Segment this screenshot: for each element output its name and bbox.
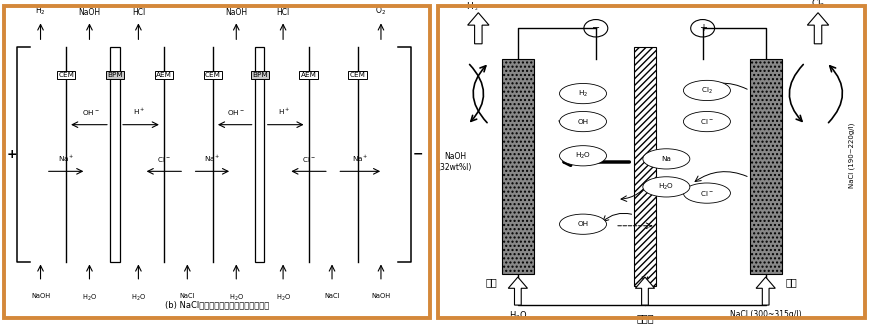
Ellipse shape bbox=[643, 177, 690, 197]
Ellipse shape bbox=[560, 84, 607, 104]
Text: Cl$^-$: Cl$^-$ bbox=[700, 189, 714, 198]
Text: NaOH: NaOH bbox=[78, 8, 100, 17]
Text: AEM: AEM bbox=[301, 72, 317, 78]
Text: NaOH: NaOH bbox=[31, 293, 50, 299]
Text: Cl$_2$: Cl$_2$ bbox=[811, 0, 825, 10]
Bar bbox=[750, 59, 781, 274]
Text: H$_2$O: H$_2$O bbox=[228, 293, 244, 303]
Text: $_2$: $_2$ bbox=[474, 6, 479, 13]
Text: H$_2$: H$_2$ bbox=[35, 5, 46, 17]
Text: OH: OH bbox=[577, 221, 589, 227]
Bar bbox=[111, 47, 119, 261]
Text: H$^+$: H$^+$ bbox=[278, 107, 290, 117]
Text: Cl$^-$: Cl$^-$ bbox=[700, 117, 714, 126]
Text: NaCl (300~315g/l): NaCl (300~315g/l) bbox=[730, 310, 801, 319]
Bar bbox=[502, 59, 534, 274]
Text: BPM: BPM bbox=[252, 72, 268, 78]
Text: CEM: CEM bbox=[350, 72, 365, 78]
Text: CEM: CEM bbox=[58, 72, 74, 78]
Text: OH: OH bbox=[577, 119, 589, 124]
Text: H$_2$: H$_2$ bbox=[578, 88, 588, 99]
Text: Na$^+$: Na$^+$ bbox=[204, 153, 221, 164]
Text: Cl$^-$: Cl$^-$ bbox=[302, 155, 316, 164]
Polygon shape bbox=[756, 277, 775, 305]
Ellipse shape bbox=[684, 111, 731, 132]
Ellipse shape bbox=[560, 111, 607, 132]
Text: Na$^+$: Na$^+$ bbox=[58, 153, 74, 164]
Text: +: + bbox=[698, 23, 706, 33]
Text: H$^+$: H$^+$ bbox=[133, 107, 146, 117]
Text: H$_2$O: H$_2$O bbox=[658, 182, 674, 192]
Ellipse shape bbox=[684, 80, 731, 100]
Polygon shape bbox=[807, 13, 828, 44]
Text: +: + bbox=[7, 148, 17, 161]
Text: H$_2$O: H$_2$O bbox=[508, 310, 527, 322]
Text: O$_2$: O$_2$ bbox=[376, 5, 386, 17]
Text: OH$^-$: OH$^-$ bbox=[82, 108, 99, 117]
Text: NaCl: NaCl bbox=[324, 293, 340, 299]
Text: HCl: HCl bbox=[132, 8, 145, 17]
Text: H$_2$O: H$_2$O bbox=[276, 293, 290, 303]
Text: 阳极: 阳极 bbox=[786, 277, 798, 287]
Text: AEM: AEM bbox=[156, 72, 172, 78]
Text: Cl$^-$: Cl$^-$ bbox=[157, 155, 171, 164]
Text: 离子膜: 离子膜 bbox=[637, 313, 654, 323]
Text: Na: Na bbox=[661, 156, 671, 162]
Polygon shape bbox=[508, 277, 528, 305]
Text: BPM: BPM bbox=[107, 72, 123, 78]
Text: 阴极: 阴极 bbox=[486, 277, 498, 287]
Text: NaOH: NaOH bbox=[371, 293, 391, 299]
Text: Na$^+$: Na$^+$ bbox=[352, 153, 369, 164]
Text: CEM: CEM bbox=[205, 72, 221, 78]
Text: (b) NaCl溶液的双极膜电渗析（水解离）: (b) NaCl溶液的双极膜电渗析（水解离） bbox=[165, 301, 269, 310]
Text: NaCl: NaCl bbox=[180, 293, 195, 299]
Text: H$_2$O: H$_2$O bbox=[131, 293, 146, 303]
Ellipse shape bbox=[643, 149, 690, 169]
Ellipse shape bbox=[684, 183, 731, 203]
Bar bbox=[634, 47, 656, 286]
Text: −: − bbox=[592, 23, 600, 33]
Text: H$_2$O: H$_2$O bbox=[575, 151, 591, 161]
Text: NaOH: NaOH bbox=[225, 8, 248, 17]
Text: NaCl (190~220g/l): NaCl (190~220g/l) bbox=[849, 123, 855, 189]
Text: Cl$_2$: Cl$_2$ bbox=[701, 85, 712, 96]
Polygon shape bbox=[467, 13, 489, 44]
Ellipse shape bbox=[560, 146, 607, 166]
Text: −: − bbox=[413, 148, 424, 161]
Polygon shape bbox=[636, 277, 655, 305]
Text: H: H bbox=[467, 2, 473, 11]
Text: HCl: HCl bbox=[276, 8, 290, 17]
Text: H$_2$O: H$_2$O bbox=[82, 293, 97, 303]
Ellipse shape bbox=[560, 214, 607, 234]
Text: NaOH
(32wt%l): NaOH (32wt%l) bbox=[438, 152, 472, 172]
Bar bbox=[255, 47, 264, 261]
Text: OH$^-$: OH$^-$ bbox=[228, 108, 245, 117]
